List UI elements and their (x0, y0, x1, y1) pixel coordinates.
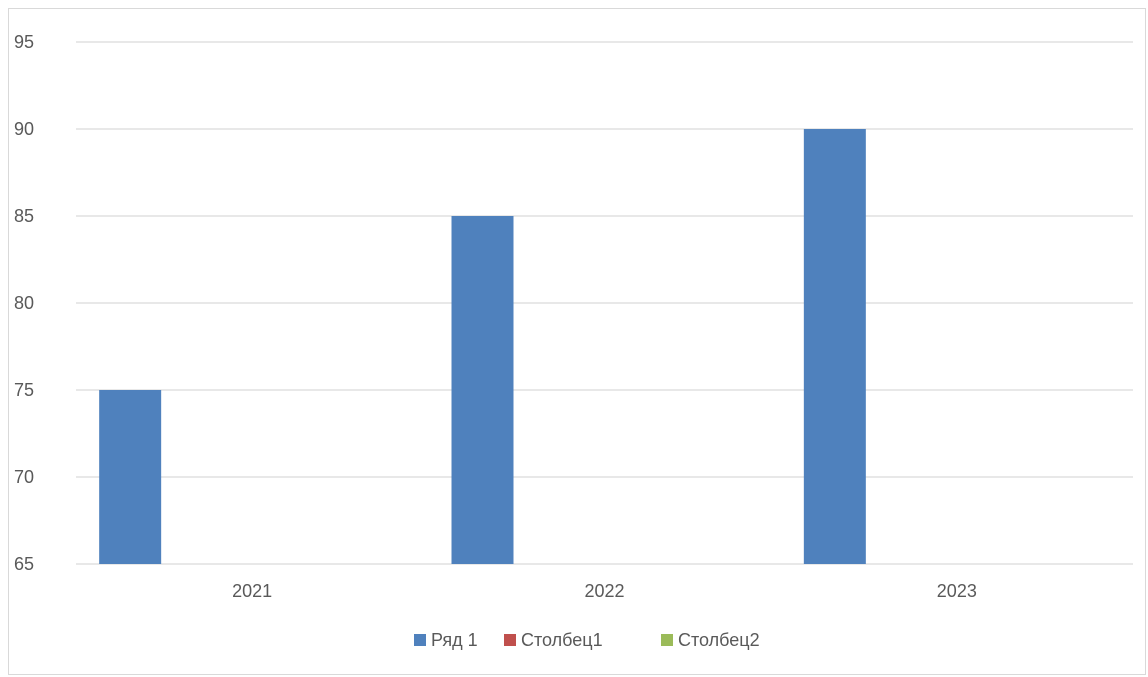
y-axis-tick-labels: 65 70 75 80 85 90 95 (14, 32, 34, 574)
legend-swatch (504, 634, 516, 646)
gridlines (76, 41, 1133, 565)
legend-label: Ряд 1 (431, 630, 478, 650)
y-tick-label: 90 (14, 119, 34, 139)
y-tick-label: 80 (14, 293, 34, 313)
chart-frame: 65 70 75 80 85 90 95 2021 2022 2023 Ряд 1 Столбец… (8, 8, 1146, 675)
bar-2022 (451, 216, 514, 564)
x-tick-label: 2021 (232, 581, 272, 601)
bars (99, 129, 866, 564)
y-tick-label: 65 (14, 554, 34, 574)
y-tick-label: 85 (14, 206, 34, 226)
legend-swatch (661, 634, 673, 646)
y-tick-label: 70 (14, 467, 34, 487)
bar-2023 (803, 129, 866, 564)
legend-label: Столбец1 (521, 630, 603, 650)
x-tick-label: 2023 (937, 581, 977, 601)
x-axis-tick-labels: 2021 2022 2023 (232, 581, 977, 601)
x-tick-label: 2022 (584, 581, 624, 601)
y-tick-label: 95 (14, 32, 34, 52)
bar-2021 (99, 390, 162, 564)
y-tick-label: 75 (14, 380, 34, 400)
legend: Ряд 1 Столбец1 Столбец2 (414, 630, 760, 650)
bar-chart: 65 70 75 80 85 90 95 2021 2022 2023 Ряд 1 Столбец… (14, 32, 1133, 650)
legend-swatch (414, 634, 426, 646)
legend-label: Столбец2 (678, 630, 760, 650)
